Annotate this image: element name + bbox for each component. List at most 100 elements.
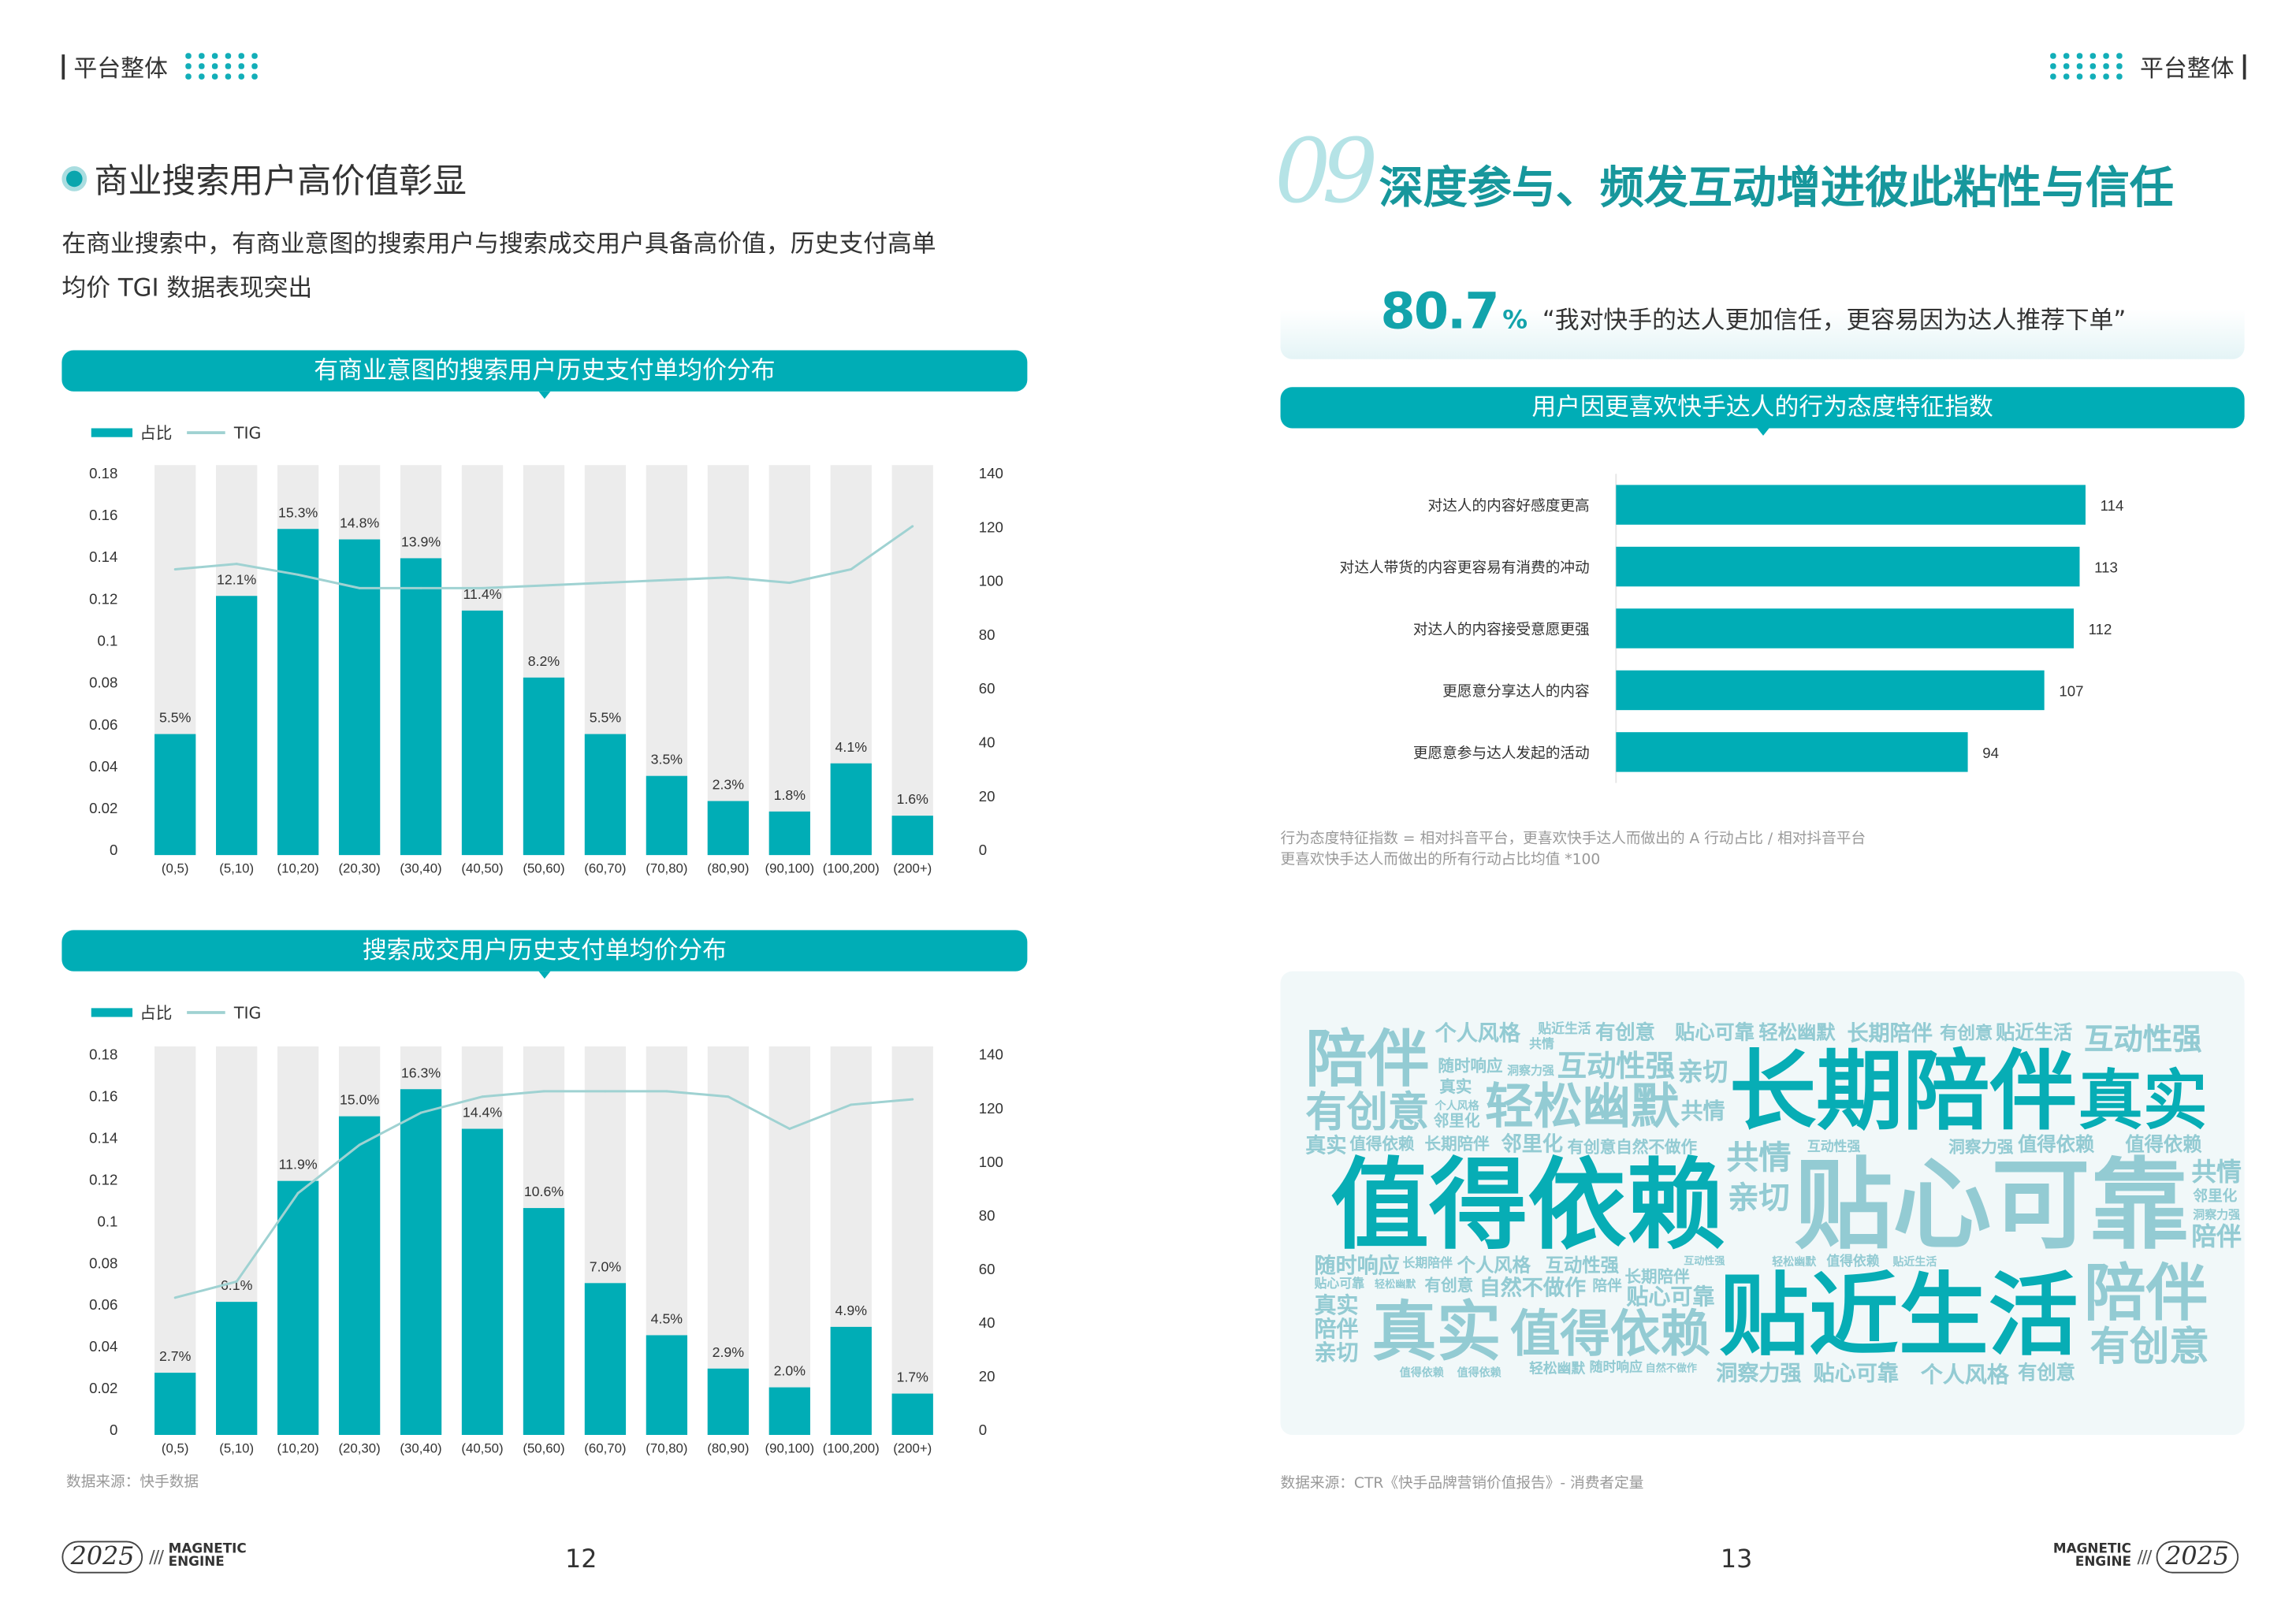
logo-year: 2025 <box>61 1541 143 1574</box>
word-cloud-term: 陪伴 <box>2084 1257 2208 1329</box>
bar-zhanbi <box>338 539 381 856</box>
bar-zhanbi <box>830 763 872 856</box>
bar-value-label: 11.4% <box>463 586 502 602</box>
tig-point <box>235 1280 238 1283</box>
word-cloud-term: 有创意 <box>1940 1023 1993 1044</box>
bar-value-label: 2.7% <box>159 1348 192 1364</box>
hbar-category-label: 对达人的内容好感度更高 <box>1427 497 1589 514</box>
x-tick-label: (70,80) <box>646 861 687 876</box>
word-cloud-term: 贴心可靠 <box>1626 1283 1715 1310</box>
y-right-tick: 100 <box>979 1154 1003 1170</box>
word-cloud-term: 轻松幽默 <box>1375 1279 1416 1291</box>
y-left-tick: 0.14 <box>89 548 117 565</box>
chart2-title: 搜索成交用户历史支付单均价分布 <box>362 935 727 964</box>
hbar <box>1616 732 1968 772</box>
x-tick-label: (5,10) <box>219 861 254 876</box>
legend-label: 占比 <box>140 1003 173 1024</box>
tig-point <box>850 567 853 570</box>
logo-slashes: /// <box>2137 1546 2152 1568</box>
legend-swatch-line <box>187 1011 225 1014</box>
tig-point <box>604 1090 607 1093</box>
word-cloud-term: 陪伴 <box>1305 1023 1430 1095</box>
bar-zhanbi <box>277 529 319 856</box>
bar-zhanbi <box>523 1208 565 1436</box>
tig-point <box>604 582 607 585</box>
bar-value-label: 2.0% <box>774 1363 806 1379</box>
intro-line: 在商业搜索中，有商业意图的搜索用户与搜索成交用户具备高价值，历史支付高单 <box>61 229 936 258</box>
bar-value-label: 11.9% <box>279 1157 318 1173</box>
bar-background <box>768 465 810 856</box>
section-header-left: 平台整体 <box>61 49 257 84</box>
bar-value-label: 4.1% <box>835 739 868 755</box>
word-cloud-term: 共情 <box>1726 1140 1792 1178</box>
x-tick-label: (90,100) <box>765 1440 815 1455</box>
chart3-title-banner: 用户因更喜欢快手达人的行为态度特征指数 <box>1280 387 2245 436</box>
bar-value-label: 3.5% <box>651 752 683 767</box>
logo-year: 2025 <box>2156 1541 2238 1574</box>
y-left-tick: 0.02 <box>89 1380 117 1396</box>
left-source-note: 数据来源：快手数据 <box>66 1474 199 1491</box>
y-right-tick: 140 <box>979 465 1003 481</box>
hbar-value-label: 112 <box>2089 621 2112 637</box>
word-cloud-term: 随时响应 <box>1589 1361 1643 1377</box>
word-cloud-term: 真实 <box>1314 1292 1359 1319</box>
bar-value-label: 14.4% <box>463 1105 503 1121</box>
tig-point <box>481 586 484 589</box>
bar-value-label: 15.0% <box>340 1092 380 1108</box>
y-left-tick: 0.1 <box>97 1213 117 1229</box>
x-tick-label: (50,60) <box>523 1440 564 1455</box>
bar-value-label: 4.9% <box>835 1303 868 1318</box>
word-cloud-term: 值得依赖 <box>2125 1134 2202 1158</box>
tig-point <box>296 573 300 576</box>
x-tick-label: (30,40) <box>400 861 441 876</box>
word-cloud-term: 贴近生活 <box>1892 1255 1937 1269</box>
hbar-category-label: 更愿意参与达人发起的活动 <box>1413 745 1590 761</box>
word-cloud-term: 值得依赖 <box>1399 1366 1444 1380</box>
word-cloud-term: 互动性强 <box>1557 1047 1675 1083</box>
bar-background <box>768 1046 810 1436</box>
bar-value-label: 14.8% <box>340 515 380 531</box>
y-right-tick: 120 <box>979 1100 1003 1117</box>
tig-point <box>850 1103 853 1106</box>
bar-zhanbi <box>768 1387 810 1436</box>
word-cloud-term: 贴近生活 <box>1996 1023 2073 1046</box>
bar-value-label: 5.5% <box>159 710 192 726</box>
word-cloud-term: 自然不做作 <box>1645 1362 1697 1375</box>
word-cloud-term: 贴近生活 <box>1538 1023 1591 1038</box>
word-cloud-term: 值得依赖 <box>1457 1366 1502 1380</box>
y-left-tick: 0.06 <box>89 1296 117 1313</box>
chart1-title: 有商业意图的搜索用户历史支付单均价分布 <box>314 355 776 385</box>
y-left-tick: 0.16 <box>89 1088 117 1105</box>
tig-point <box>419 586 422 589</box>
bar-value-label: 7.0% <box>590 1258 622 1274</box>
y-left-tick: 0.16 <box>89 507 117 523</box>
y-right-tick: 80 <box>979 1207 995 1224</box>
bar-value-label: 10.6% <box>524 1184 564 1199</box>
dot-grid-icon <box>2050 53 2122 80</box>
word-cloud-term: 真实 <box>1439 1077 1472 1097</box>
word-cloud-term: 陪伴 <box>1592 1279 1622 1295</box>
bar-background <box>707 465 749 856</box>
bar-zhanbi <box>154 1373 196 1436</box>
tig-point <box>727 1095 730 1098</box>
bar-zhanbi <box>830 1326 872 1436</box>
y-right-tick: 40 <box>979 734 995 751</box>
x-tick-label: (60,70) <box>584 861 626 876</box>
word-cloud-term: 有创意 <box>2089 1324 2209 1370</box>
y-left-tick: 0.02 <box>89 800 117 816</box>
x-tick-label: (0,5) <box>162 861 189 876</box>
y-right-tick: 0 <box>979 842 987 858</box>
divider <box>61 54 65 79</box>
bar-background <box>154 1046 196 1436</box>
hbar-value-label: 94 <box>1982 745 1999 761</box>
word-cloud-term: 值得依赖 <box>1509 1305 1710 1365</box>
bar-zhanbi <box>400 558 442 856</box>
word-cloud-term: 轻松幽默 <box>1529 1361 1586 1378</box>
word-cloud-term: 洞察力强 <box>1948 1137 2014 1158</box>
x-tick-label: (0,5) <box>162 1440 189 1455</box>
heading-text: 商业搜索用户高价值彰显 <box>94 163 467 202</box>
bar-zhanbi <box>584 1283 627 1436</box>
word-cloud-term: 贴心可靠 <box>1813 1362 1899 1387</box>
word-cloud-term: 亲切 <box>1314 1339 1359 1366</box>
